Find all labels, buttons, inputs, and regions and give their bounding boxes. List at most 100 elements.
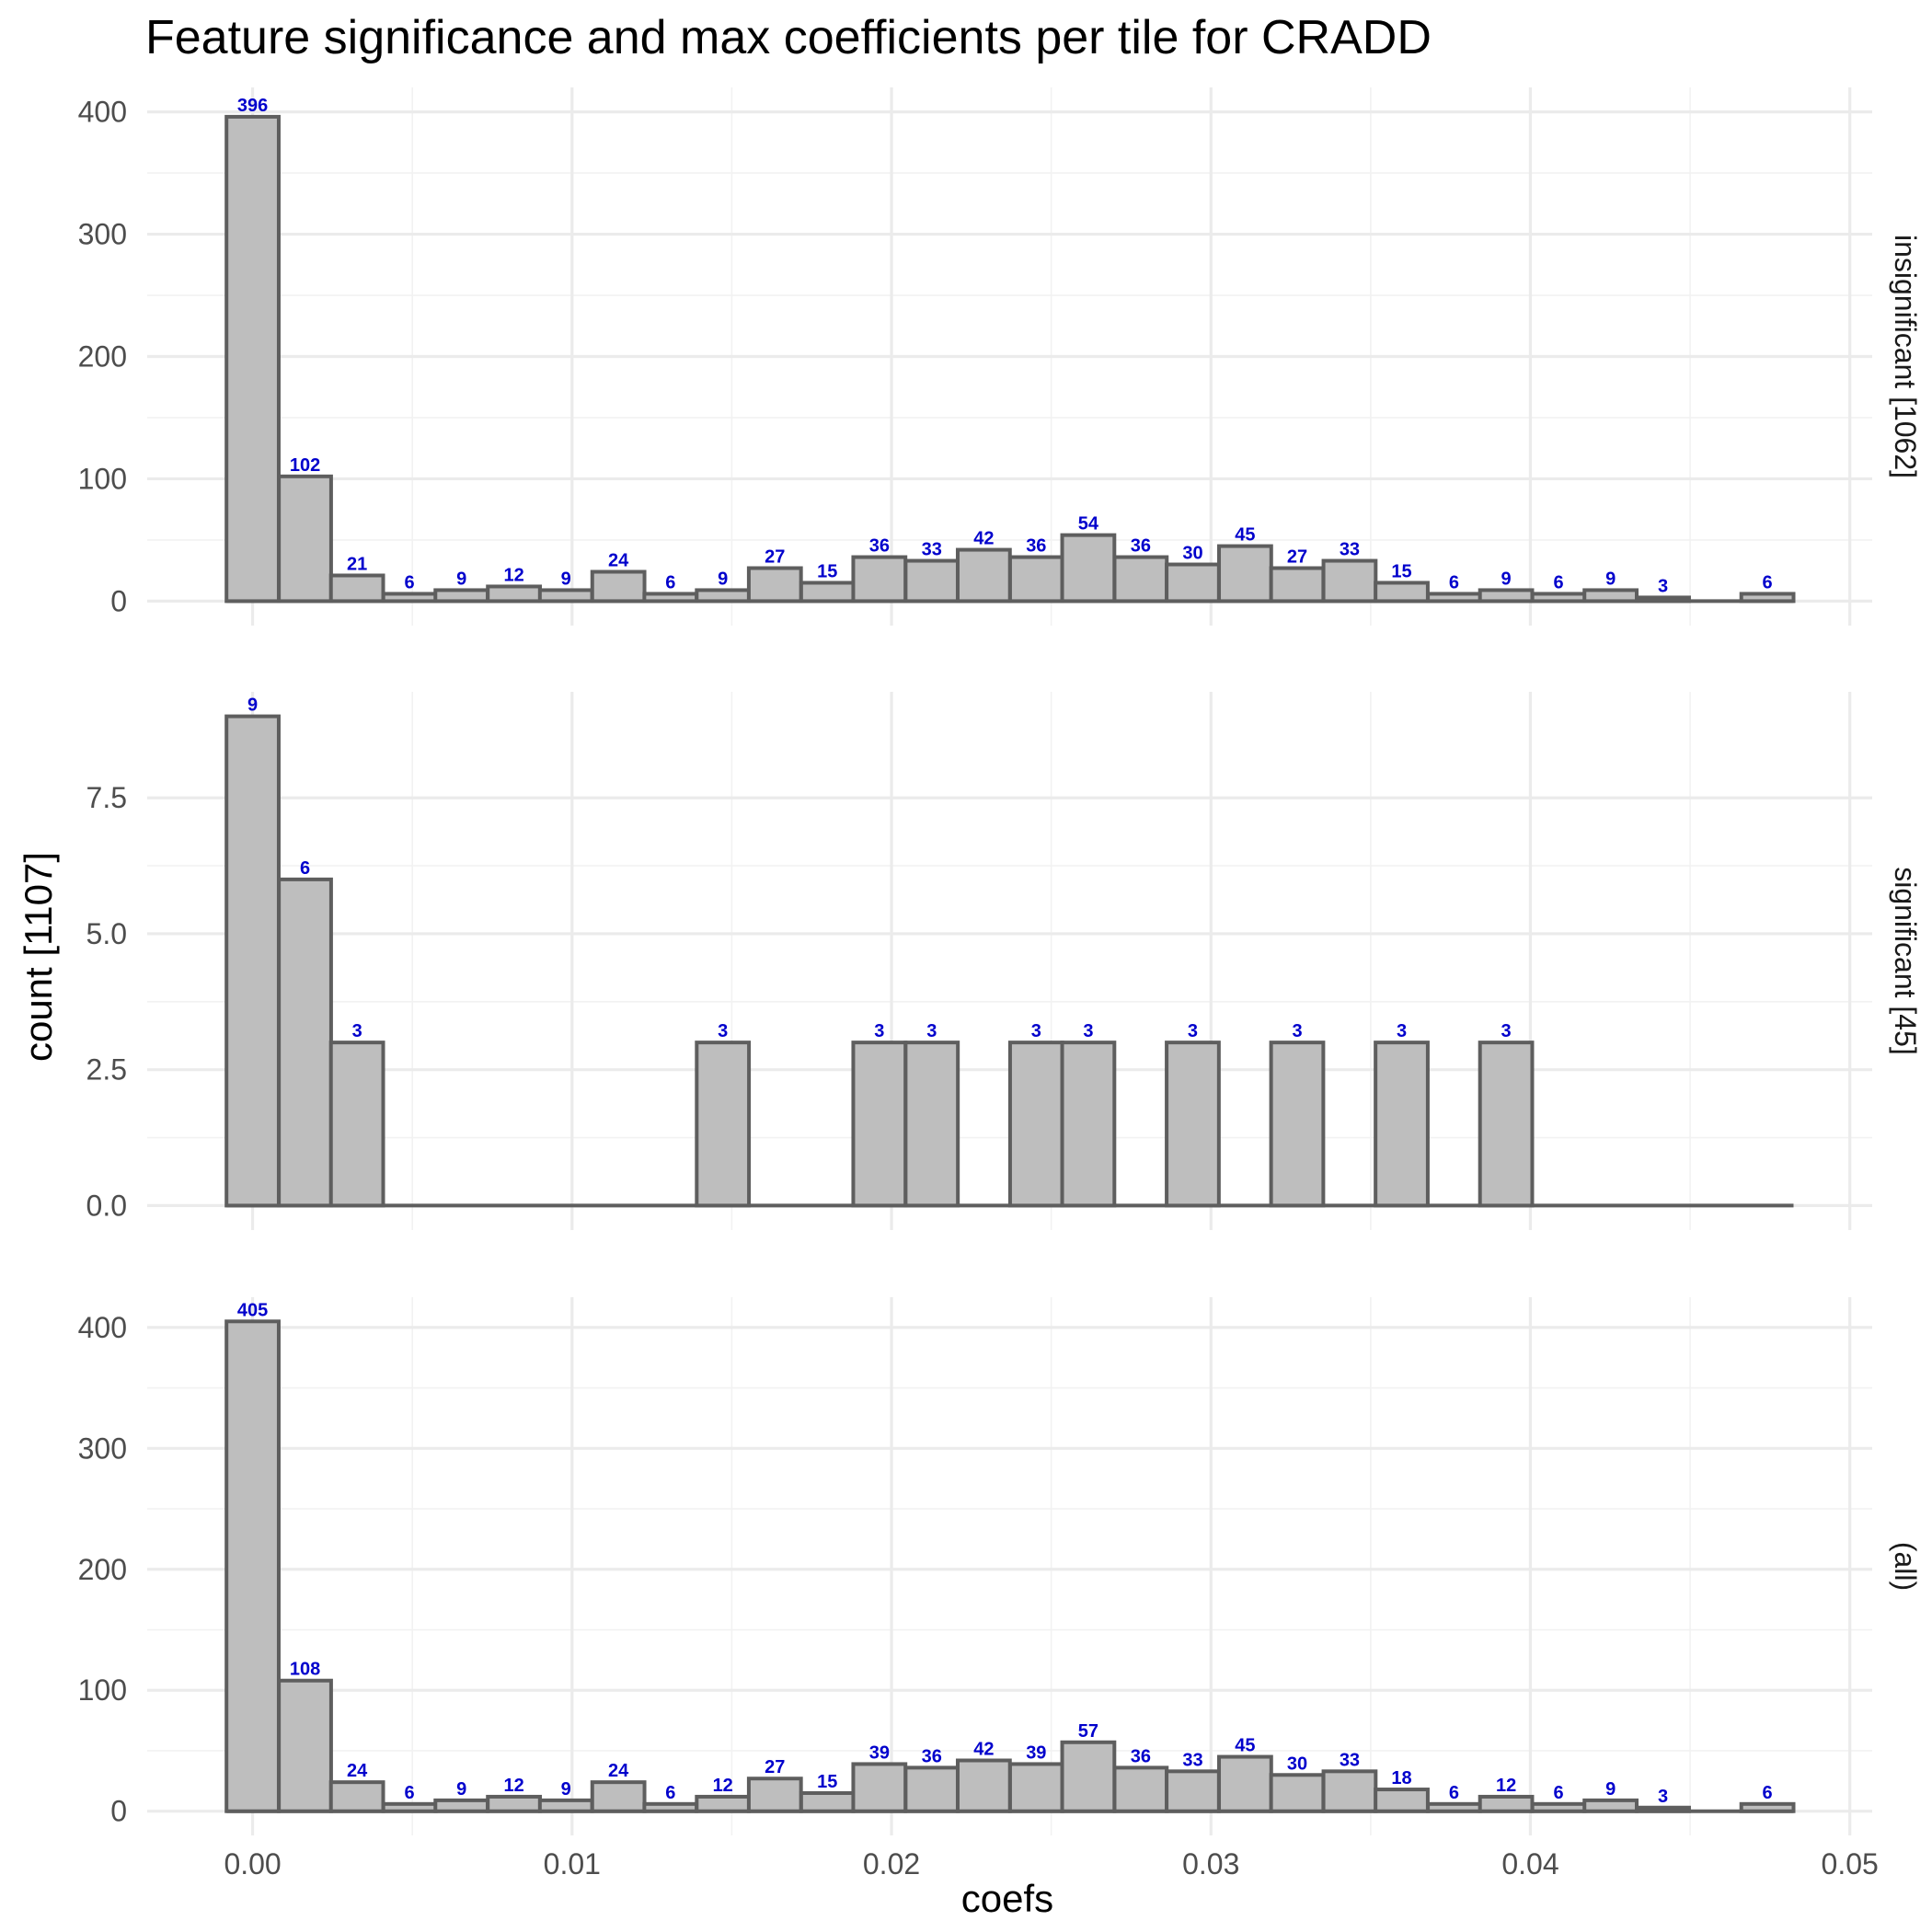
y-tick-label: 100 bbox=[78, 462, 127, 495]
histogram-bar bbox=[1007, 1762, 1064, 1813]
histogram-bar bbox=[903, 558, 960, 604]
y-tick-label: 7.5 bbox=[86, 781, 127, 814]
bar-value-label: 9 bbox=[1605, 1779, 1616, 1800]
histogram-bar bbox=[224, 714, 281, 1208]
histogram-bar bbox=[642, 592, 699, 604]
facet-strip-label: significant [45] bbox=[1889, 867, 1922, 1055]
bar-value-label: 18 bbox=[1391, 1768, 1411, 1788]
bar-value-label: 33 bbox=[1340, 540, 1360, 560]
histogram-bar bbox=[537, 588, 594, 604]
histogram-bar bbox=[1269, 1773, 1326, 1813]
bar-value-label: 54 bbox=[1078, 514, 1099, 535]
histogram-bar bbox=[1739, 1801, 1796, 1813]
y-tick-label: 200 bbox=[78, 1553, 127, 1586]
x-tick-label: 0.05 bbox=[1822, 1847, 1879, 1880]
histogram-bar bbox=[1112, 555, 1169, 604]
histogram-bar bbox=[1007, 555, 1064, 604]
histogram-bar bbox=[1217, 1754, 1273, 1813]
histogram-bar bbox=[433, 588, 490, 604]
histogram-bar bbox=[381, 1801, 438, 1813]
bar-value-label: 9 bbox=[561, 1779, 571, 1800]
histogram-bar bbox=[1269, 1041, 1326, 1208]
histogram-bar bbox=[955, 1758, 1012, 1813]
bar-value-label: 30 bbox=[1287, 1754, 1307, 1774]
y-tick-label: 0 bbox=[110, 584, 127, 617]
y-tick-label: 5.0 bbox=[86, 917, 127, 950]
histogram-bar bbox=[1635, 1805, 1691, 1813]
x-tick-label: 0.00 bbox=[224, 1847, 281, 1880]
bar-value-label: 24 bbox=[608, 1761, 629, 1781]
bar-value-label: 27 bbox=[765, 1757, 785, 1777]
bar-value-label: 6 bbox=[1763, 572, 1773, 592]
histogram-bar bbox=[328, 573, 385, 604]
histogram-bar bbox=[642, 1801, 699, 1813]
histogram-bar bbox=[1060, 1041, 1117, 1208]
histogram-bar bbox=[537, 1798, 594, 1813]
bar-value-label: 6 bbox=[1553, 572, 1563, 592]
bar-value-label: 12 bbox=[1496, 1776, 1516, 1796]
bar-value-label: 15 bbox=[1391, 561, 1411, 581]
x-tick-label: 0.04 bbox=[1501, 1847, 1558, 1880]
bar-value-label: 27 bbox=[1287, 547, 1307, 568]
bar-value-label: 6 bbox=[1449, 1783, 1459, 1803]
histogram-bar bbox=[590, 1780, 647, 1813]
chart-title: Feature significance and max coefficient… bbox=[145, 11, 1432, 64]
bar-value-label: 102 bbox=[290, 455, 320, 476]
bar-value-label: 6 bbox=[405, 1783, 415, 1803]
bar-value-label: 33 bbox=[922, 540, 942, 560]
y-tick-label: 400 bbox=[78, 96, 127, 129]
histogram-bar bbox=[799, 1790, 856, 1813]
bar-value-label: 9 bbox=[1501, 569, 1512, 589]
bar-value-label: 3 bbox=[1397, 1021, 1407, 1041]
bar-value-label: 3 bbox=[926, 1021, 937, 1041]
bar-value-label: 3 bbox=[1501, 1021, 1512, 1041]
histogram-bar bbox=[1321, 558, 1378, 604]
bar-value-label: 30 bbox=[1182, 544, 1202, 564]
x-axis-title: coefs bbox=[961, 1877, 1053, 1920]
histogram-bar bbox=[1582, 1798, 1639, 1813]
bar-value-label: 9 bbox=[561, 569, 571, 589]
bar-value-label: 6 bbox=[1553, 1783, 1563, 1803]
bar-value-label: 3 bbox=[874, 1021, 884, 1041]
histogram-bar bbox=[695, 588, 752, 604]
histogram-bar bbox=[1112, 1765, 1169, 1813]
bar-value-label: 9 bbox=[1605, 569, 1616, 589]
bar-value-label: 36 bbox=[1131, 1746, 1151, 1766]
histogram-bar bbox=[1530, 1801, 1587, 1813]
histogram-bar bbox=[799, 581, 856, 604]
histogram-bar bbox=[903, 1765, 960, 1813]
bar-value-label: 36 bbox=[1131, 536, 1151, 557]
histogram-bar bbox=[1007, 1041, 1064, 1208]
y-tick-label: 0.0 bbox=[86, 1189, 127, 1222]
bar-value-label: 3 bbox=[1292, 1021, 1302, 1041]
bar-value-label: 42 bbox=[973, 1739, 994, 1759]
histogram-bar bbox=[1269, 566, 1326, 604]
histogram-bar bbox=[1739, 592, 1796, 604]
bar-value-label: 9 bbox=[247, 696, 258, 716]
histogram-bar bbox=[851, 1041, 908, 1208]
bar-value-label: 12 bbox=[503, 1776, 523, 1796]
histogram-bar bbox=[903, 1041, 960, 1208]
histogram-bar bbox=[1165, 1041, 1221, 1208]
histogram-bar bbox=[1374, 1788, 1430, 1813]
histogram-bar bbox=[1374, 1041, 1430, 1208]
x-tick-label: 0.02 bbox=[863, 1847, 920, 1880]
bar-value-label: 3 bbox=[1658, 1787, 1668, 1807]
bar-value-label: 21 bbox=[347, 554, 367, 574]
y-tick-label: 0 bbox=[110, 1795, 127, 1828]
y-tick-label: 300 bbox=[78, 1432, 127, 1465]
y-axis-title: count [1107] bbox=[17, 852, 60, 1062]
bar-value-label: 3 bbox=[352, 1021, 362, 1041]
bar-value-label: 36 bbox=[869, 536, 890, 557]
bar-value-label: 6 bbox=[1763, 1783, 1773, 1803]
histogram-bar bbox=[851, 1762, 908, 1813]
histogram-bar bbox=[486, 1794, 542, 1813]
bar-value-label: 108 bbox=[290, 1660, 320, 1680]
y-tick-label: 200 bbox=[78, 340, 127, 374]
histogram-bar bbox=[955, 547, 1012, 604]
histogram-bar bbox=[1582, 588, 1639, 604]
y-tick-label: 400 bbox=[78, 1311, 127, 1344]
